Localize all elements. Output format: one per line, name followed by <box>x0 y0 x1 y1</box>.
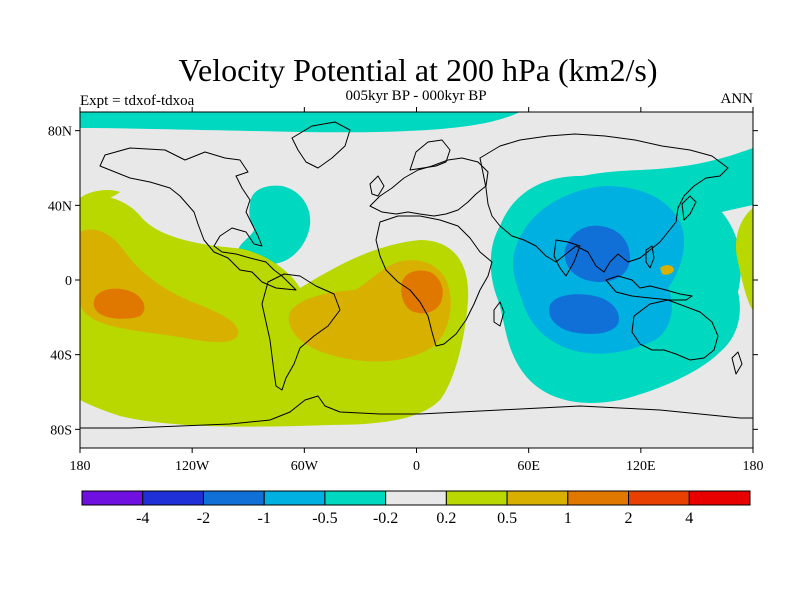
colorbar-label: -4 <box>136 510 149 527</box>
colorbar-swatch <box>567 490 630 506</box>
coast-madagascar <box>493 301 505 327</box>
contour-orange-africa <box>401 270 443 314</box>
lon-tick-label: 60E <box>517 459 540 474</box>
contour-yellow-wpac <box>660 265 674 275</box>
coast-new-zealand <box>731 351 743 375</box>
plot-title: Velocity Potential at 200 hPa (km2/s) <box>178 52 658 88</box>
colorbar-swatch <box>688 490 751 506</box>
colorbar-swatch <box>445 490 508 506</box>
colorbar-label: 4 <box>685 510 693 527</box>
lat-tick-label: 40N <box>48 199 72 214</box>
colorbar-label: 2 <box>625 510 633 527</box>
coast-antarctica <box>80 395 753 429</box>
lon-tick-label: 120E <box>626 459 656 474</box>
lon-tick-label: 180 <box>743 459 764 474</box>
lon-tick-label: 60W <box>291 459 319 474</box>
lon-axis: 180 120W 60W 0 60E 120E 180 <box>70 107 764 474</box>
colorbar-label: 0.5 <box>497 510 517 527</box>
colorbar-label: 1 <box>564 510 572 527</box>
contour-orange-pacific <box>93 288 145 319</box>
colorbar-swatch <box>506 490 569 506</box>
coast-indonesia <box>605 275 693 301</box>
colorbar-swatch <box>81 490 144 506</box>
colorbar-swatch <box>142 490 204 506</box>
lon-tick-label: 180 <box>70 459 91 474</box>
contour-fill <box>80 112 753 448</box>
lon-tick-label: 0 <box>413 459 420 474</box>
colorbar-swatch <box>385 490 447 506</box>
colorbar-label: -2 <box>197 510 210 527</box>
coast-greenland <box>291 121 351 169</box>
season-label: ANN <box>720 91 754 107</box>
coast-north-america <box>99 147 297 291</box>
experiment-label: Expt = tdxof-tdxoa <box>80 93 195 109</box>
contour-blue-mid-south <box>549 294 619 334</box>
contour-lime-nw <box>80 190 120 210</box>
colorbar-label: -0.2 <box>373 510 398 527</box>
contour-lime <box>80 195 469 427</box>
contour-cyan-north-strip <box>80 112 520 133</box>
coast-british-isles <box>369 175 385 197</box>
colorbar-swatch <box>263 490 326 506</box>
colorbar-label: -0.5 <box>312 510 337 527</box>
contour-blue-mid-north <box>564 225 630 282</box>
lat-tick-label: 80S <box>50 423 72 438</box>
colorbar-swatch <box>324 490 387 506</box>
lat-tick-label: 40S <box>50 349 72 364</box>
colorbar-swatch <box>202 490 265 506</box>
coast-japan <box>681 195 697 221</box>
coast-india <box>553 239 581 277</box>
coast-south-america <box>261 273 341 391</box>
colorbar-swatch <box>628 490 690 506</box>
lat-tick-label: 0 <box>65 274 72 289</box>
lat-tick-label: 80N <box>48 125 72 140</box>
coast-scandinavia <box>409 139 451 171</box>
contour-lime-east <box>735 208 753 310</box>
coast-africa <box>375 215 493 347</box>
coast-philippines <box>645 245 655 269</box>
plot-subtitle: 005kyr BP - 000kyr BP <box>345 88 487 104</box>
coast-australia <box>631 299 719 361</box>
coastlines <box>80 121 753 429</box>
coast-asia <box>479 133 729 273</box>
contour-cyan-atlantic <box>237 185 311 266</box>
colorbar-label: -1 <box>258 510 271 527</box>
lon-tick-label: 120W <box>175 459 210 474</box>
colorbar-label: 0.2 <box>436 510 456 527</box>
lat-axis: 80N 40N 0 40S 80S <box>48 125 758 438</box>
colorbar: -4 -2 -1 -0.5 -0.2 0.2 0.5 1 2 4 <box>81 490 751 527</box>
